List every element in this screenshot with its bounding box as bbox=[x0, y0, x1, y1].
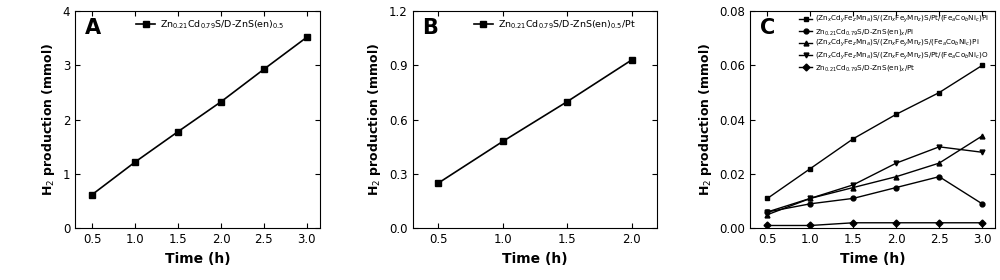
Legend: (Zn$_x$Cd$_y$Fe$_z$Mn$_a$)S/(Zn$_x$Fe$_y$Mn$_z$)S/Pt/(Fe$_a$Co$_b$Ni$_c$)Pi, Zn$: (Zn$_x$Cd$_y$Fe$_z$Mn$_a$)S/(Zn$_x$Fe$_y… bbox=[798, 13, 990, 75]
Zn$_{0.21}$Cd$_{0.79}$S/D-ZnS(en)$_{0.5}$/Pt bbox=[626, 58, 638, 62]
(Zn$_x$Cd$_y$Fe$_z$Mn$_a$)S/(Zn$_x$Fe$_y$Mn$_z$)S/(Fe$_a$Co$_b$Ni$_c$)Pi bbox=[761, 213, 773, 216]
Zn$_{0.21}$Cd$_{0.79}$S/D-ZnS(en)$_{0.5}$ bbox=[258, 67, 270, 71]
Text: C: C bbox=[760, 18, 775, 38]
Y-axis label: H$_2$ production (mmol): H$_2$ production (mmol) bbox=[697, 43, 714, 196]
Zn$_{0.21}$Cd$_{0.79}$S/D-ZnS(en)$_{0.5}$ bbox=[129, 160, 141, 164]
(Zn$_x$Cd$_y$Fe$_z$Mn$_a$)S/(Zn$_x$Fe$_y$Mn$_z$)S/(Fe$_a$Co$_b$Ni$_c$)Pi bbox=[804, 197, 816, 200]
Zn$_{0.21}$Cd$_{0.79}$S/D-ZnS(en)$_{0.5}$/Pt bbox=[432, 181, 444, 185]
(Zn$_x$Cd$_y$Fe$_z$Mn$_a$)S/(Zn$_x$Fe$_y$Mn$_z$)S/Pt/(Fe$_a$Co$_b$Ni$_c$)Pi bbox=[761, 197, 773, 200]
Line: Zn$_{0.21}$Cd$_{0.79}$S/D-ZnS(en)$_{0.5}$/Pt: Zn$_{0.21}$Cd$_{0.79}$S/D-ZnS(en)$_{0.5}… bbox=[436, 57, 634, 186]
Zn$_{0.21}$Cd$_{0.79}$S/D-ZnS(en)$_x$/Pt bbox=[804, 224, 816, 227]
(Zn$_x$Cd$_y$Fe$_z$Mn$_a$)S/(Zn$_x$Fe$_y$Mn$_z$)S/Pt/(Fe$_a$Co$_b$Ni$_c$)Pi bbox=[933, 91, 945, 94]
(Zn$_x$Cd$_y$Fe$_z$Mn$_a$)S/(Zn$_x$Fe$_y$Mn$_z$)S/Pt/(Fe$_a$Co$_b$Ni$_c$)O bbox=[976, 151, 988, 154]
Line: Zn$_{0.21}$Cd$_{0.79}$S/D-ZnS(en)$_x$/Pi: Zn$_{0.21}$Cd$_{0.79}$S/D-ZnS(en)$_x$/Pi bbox=[765, 174, 985, 214]
Text: A: A bbox=[85, 18, 101, 38]
(Zn$_x$Cd$_y$Fe$_z$Mn$_a$)S/(Zn$_x$Fe$_y$Mn$_z$)S/Pt/(Fe$_a$Co$_b$Ni$_c$)O bbox=[761, 210, 773, 214]
Zn$_{0.21}$Cd$_{0.79}$S/D-ZnS(en)$_{0.5}$ bbox=[301, 36, 313, 39]
Zn$_{0.21}$Cd$_{0.79}$S/D-ZnS(en)$_x$/Pi bbox=[976, 202, 988, 206]
Zn$_{0.21}$Cd$_{0.79}$S/D-ZnS(en)$_{0.5}$ bbox=[86, 193, 98, 196]
Zn$_{0.21}$Cd$_{0.79}$S/D-ZnS(en)$_x$/Pi bbox=[933, 175, 945, 178]
Zn$_{0.21}$Cd$_{0.79}$S/D-ZnS(en)$_x$/Pi bbox=[890, 186, 902, 189]
(Zn$_x$Cd$_y$Fe$_z$Mn$_a$)S/(Zn$_x$Fe$_y$Mn$_z$)S/Pt/(Fe$_a$Co$_b$Ni$_c$)Pi bbox=[890, 113, 902, 116]
Legend: Zn$_{0.21}$Cd$_{0.79}$S/D-ZnS(en)$_{0.5}$/Pt: Zn$_{0.21}$Cd$_{0.79}$S/D-ZnS(en)$_{0.5}… bbox=[471, 16, 638, 34]
Zn$_{0.21}$Cd$_{0.79}$S/D-ZnS(en)$_x$/Pi bbox=[761, 210, 773, 214]
(Zn$_x$Cd$_y$Fe$_z$Mn$_a$)S/(Zn$_x$Fe$_y$Mn$_z$)S/(Fe$_a$Co$_b$Ni$_c$)Pi bbox=[890, 175, 902, 178]
Zn$_{0.21}$Cd$_{0.79}$S/D-ZnS(en)$_{0.5}$/Pt bbox=[497, 140, 509, 143]
Y-axis label: H$_2$ production (mmol): H$_2$ production (mmol) bbox=[40, 43, 57, 196]
(Zn$_x$Cd$_y$Fe$_z$Mn$_a$)S/(Zn$_x$Fe$_y$Mn$_z$)S/Pt/(Fe$_a$Co$_b$Ni$_c$)O bbox=[933, 145, 945, 148]
Line: Zn$_{0.21}$Cd$_{0.79}$S/D-ZnS(en)$_x$/Pt: Zn$_{0.21}$Cd$_{0.79}$S/D-ZnS(en)$_x$/Pt bbox=[765, 220, 985, 228]
Zn$_{0.21}$Cd$_{0.79}$S/D-ZnS(en)$_x$/Pt bbox=[761, 224, 773, 227]
Legend: Zn$_{0.21}$Cd$_{0.79}$S/D-ZnS(en)$_{0.5}$: Zn$_{0.21}$Cd$_{0.79}$S/D-ZnS(en)$_{0.5}… bbox=[134, 16, 287, 34]
X-axis label: Time (h): Time (h) bbox=[502, 252, 568, 266]
(Zn$_x$Cd$_y$Fe$_z$Mn$_a$)S/(Zn$_x$Fe$_y$Mn$_z$)S/Pt/(Fe$_a$Co$_b$Ni$_c$)Pi bbox=[804, 167, 816, 170]
X-axis label: Time (h): Time (h) bbox=[165, 252, 230, 266]
X-axis label: Time (h): Time (h) bbox=[840, 252, 905, 266]
Y-axis label: H$_2$ production (mmol): H$_2$ production (mmol) bbox=[366, 43, 383, 196]
(Zn$_x$Cd$_y$Fe$_z$Mn$_a$)S/(Zn$_x$Fe$_y$Mn$_z$)S/(Fe$_a$Co$_b$Ni$_c$)Pi bbox=[976, 134, 988, 138]
Zn$_{0.21}$Cd$_{0.79}$S/D-ZnS(en)$_x$/Pt bbox=[890, 221, 902, 225]
Zn$_{0.21}$Cd$_{0.79}$S/D-ZnS(en)$_x$/Pi bbox=[804, 202, 816, 206]
Zn$_{0.21}$Cd$_{0.79}$S/D-ZnS(en)$_x$/Pt bbox=[976, 221, 988, 225]
(Zn$_x$Cd$_y$Fe$_z$Mn$_a$)S/(Zn$_x$Fe$_y$Mn$_z$)S/Pt/(Fe$_a$Co$_b$Ni$_c$)Pi bbox=[976, 64, 988, 67]
Line: (Zn$_x$Cd$_y$Fe$_z$Mn$_a$)S/(Zn$_x$Fe$_y$Mn$_z$)S/Pt/(Fe$_a$Co$_b$Ni$_c$)O: (Zn$_x$Cd$_y$Fe$_z$Mn$_a$)S/(Zn$_x$Fe$_y… bbox=[765, 144, 985, 214]
Line: (Zn$_x$Cd$_y$Fe$_z$Mn$_a$)S/(Zn$_x$Fe$_y$Mn$_z$)S/(Fe$_a$Co$_b$Ni$_c$)Pi: (Zn$_x$Cd$_y$Fe$_z$Mn$_a$)S/(Zn$_x$Fe$_y… bbox=[765, 134, 985, 217]
Line: Zn$_{0.21}$Cd$_{0.79}$S/D-ZnS(en)$_{0.5}$: Zn$_{0.21}$Cd$_{0.79}$S/D-ZnS(en)$_{0.5}… bbox=[89, 34, 310, 197]
(Zn$_x$Cd$_y$Fe$_z$Mn$_a$)S/(Zn$_x$Fe$_y$Mn$_z$)S/(Fe$_a$Co$_b$Ni$_c$)Pi bbox=[933, 161, 945, 165]
(Zn$_x$Cd$_y$Fe$_z$Mn$_a$)S/(Zn$_x$Fe$_y$Mn$_z$)S/Pt/(Fe$_a$Co$_b$Ni$_c$)O bbox=[804, 197, 816, 200]
(Zn$_x$Cd$_y$Fe$_z$Mn$_a$)S/(Zn$_x$Fe$_y$Mn$_z$)S/(Fe$_a$Co$_b$Ni$_c$)Pi bbox=[847, 186, 859, 189]
Zn$_{0.21}$Cd$_{0.79}$S/D-ZnS(en)$_{0.5}$ bbox=[215, 100, 227, 104]
Zn$_{0.21}$Cd$_{0.79}$S/D-ZnS(en)$_x$/Pt bbox=[933, 221, 945, 225]
Zn$_{0.21}$Cd$_{0.79}$S/D-ZnS(en)$_{0.5}$/Pt bbox=[561, 100, 573, 103]
Zn$_{0.21}$Cd$_{0.79}$S/D-ZnS(en)$_{0.5}$ bbox=[172, 130, 184, 133]
Zn$_{0.21}$Cd$_{0.79}$S/D-ZnS(en)$_x$/Pi bbox=[847, 197, 859, 200]
Zn$_{0.21}$Cd$_{0.79}$S/D-ZnS(en)$_x$/Pt bbox=[847, 221, 859, 225]
(Zn$_x$Cd$_y$Fe$_z$Mn$_a$)S/(Zn$_x$Fe$_y$Mn$_z$)S/Pt/(Fe$_a$Co$_b$Ni$_c$)O bbox=[847, 183, 859, 186]
Line: (Zn$_x$Cd$_y$Fe$_z$Mn$_a$)S/(Zn$_x$Fe$_y$Mn$_z$)S/Pt/(Fe$_a$Co$_b$Ni$_c$)Pi: (Zn$_x$Cd$_y$Fe$_z$Mn$_a$)S/(Zn$_x$Fe$_y… bbox=[765, 63, 985, 201]
(Zn$_x$Cd$_y$Fe$_z$Mn$_a$)S/(Zn$_x$Fe$_y$Mn$_z$)S/Pt/(Fe$_a$Co$_b$Ni$_c$)O bbox=[890, 161, 902, 165]
(Zn$_x$Cd$_y$Fe$_z$Mn$_a$)S/(Zn$_x$Fe$_y$Mn$_z$)S/Pt/(Fe$_a$Co$_b$Ni$_c$)Pi bbox=[847, 137, 859, 140]
Text: B: B bbox=[422, 18, 438, 38]
